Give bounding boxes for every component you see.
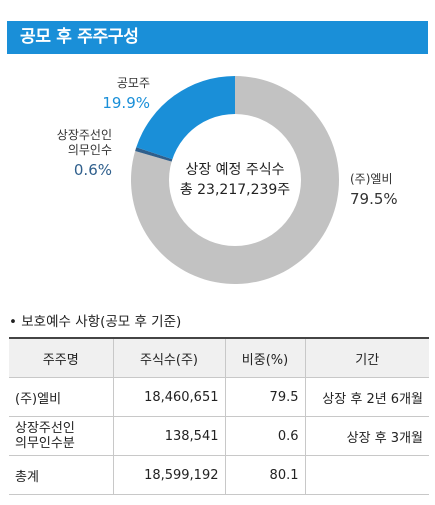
table-row: 상장주선인 의무인수분 138,541 0.6 상장 후 3개월	[9, 416, 429, 456]
shareholder-donut-chart	[131, 76, 339, 285]
label-gongmo-pct: 19.9%	[102, 94, 150, 112]
label-lb: (주)엘비 79.5%	[350, 172, 410, 209]
donut-hole	[169, 114, 301, 246]
label-gongmo: 공모주 19.9%	[90, 76, 150, 113]
lockup-table: 주주명 주식수(주) 비중(%) 기간 (주)엘비 18,460,651 79.…	[9, 337, 429, 495]
cell-shares: 18,599,192	[112, 455, 226, 495]
label-gongmo-name: 공모주	[116, 76, 150, 90]
cell-ratio: 0.6	[224, 416, 306, 456]
header-name: 주주명	[9, 337, 114, 378]
cell-name: 총계	[9, 455, 114, 495]
cell-ratio: 79.5	[224, 377, 306, 417]
cell-name: 상장주선인 의무인수분	[9, 416, 114, 456]
section-header: 공모 후 주주구성	[7, 21, 428, 54]
table-row: 총계 18,599,192 80.1	[9, 455, 429, 495]
label-uimu-pct: 0.6%	[73, 161, 112, 179]
donut-center-text: 상장 예정 주식수 총 23,217,239주	[130, 160, 340, 200]
label-lb-name: (주)엘비	[350, 172, 393, 186]
header-shares: 주식수(주)	[112, 337, 226, 378]
cell-shares: 138,541	[112, 416, 226, 456]
cell-name: (주)엘비	[9, 377, 114, 417]
center-line-1: 상장 예정 주식수	[185, 162, 285, 178]
label-uimu: 상장주선인 의무인수 0.6%	[40, 128, 112, 180]
cell-ratio: 80.1	[224, 455, 306, 495]
cell-shares: 18,460,651	[112, 377, 226, 417]
table-header-row: 주주명 주식수(주) 비중(%) 기간	[9, 337, 429, 378]
header-ratio: 비중(%)	[224, 337, 306, 378]
center-line-2: 총 23,217,239주	[179, 182, 291, 198]
cell-period: 상장 후 3개월	[304, 416, 429, 456]
label-uimu-name-1: 상장주선인	[56, 128, 112, 142]
label-lb-pct: 79.5%	[350, 190, 398, 208]
label-uimu-name-2: 의무인수	[67, 143, 112, 157]
table-row: (주)엘비 18,460,651 79.5 상장 후 2년 6개월	[9, 377, 429, 417]
cell-period: 상장 후 2년 6개월	[304, 377, 429, 417]
cell-period	[304, 455, 429, 495]
header-period: 기간	[304, 337, 429, 378]
lockup-section-title: • 보호예수 사항(공모 후 기준)	[9, 314, 182, 330]
